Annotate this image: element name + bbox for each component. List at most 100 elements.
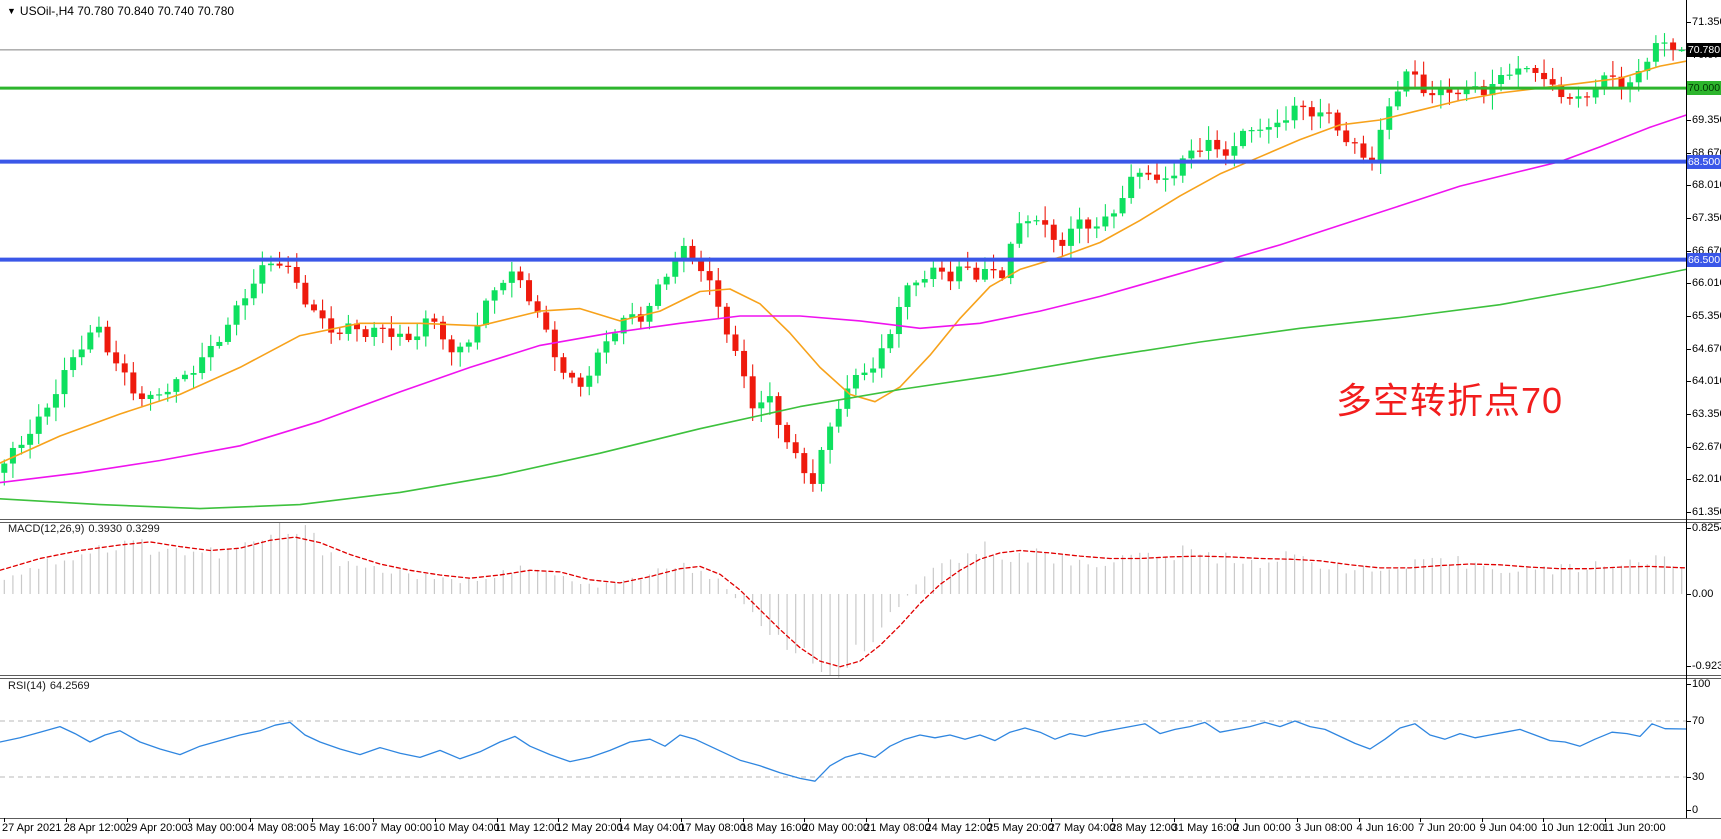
time-tick-21-May-08-00[interactable]: 21 May 08:00 <box>863 822 931 834</box>
candle-up <box>835 408 842 427</box>
price-tick-63.350[interactable]: 63.350 <box>1692 407 1721 420</box>
time-tick-11-May-12-00[interactable]: 11 May 12:00 <box>494 822 561 834</box>
time-tick-3-Jun-08-00[interactable]: 3 Jun 08:00 <box>1294 822 1353 834</box>
candle-up <box>44 407 51 417</box>
time-tick-mark <box>127 818 129 822</box>
time-tick-3-May-00-00[interactable]: 3 May 00:00 <box>186 822 248 834</box>
candle-up <box>1601 75 1608 89</box>
candle-down <box>1566 97 1573 99</box>
price-tick-68.010[interactable]: 68.010 <box>1692 179 1721 192</box>
candle-down <box>990 268 997 271</box>
price-tick-64.010[interactable]: 64.010 <box>1692 375 1721 388</box>
candle-up <box>181 374 188 380</box>
candle-up <box>483 300 490 325</box>
candle-up <box>827 426 834 450</box>
candle-down <box>964 266 971 268</box>
candle-down <box>1412 71 1419 75</box>
macd-value-main: 0.3930 <box>88 523 123 535</box>
macd-tick-0.00[interactable]: 0.00 <box>1692 587 1714 600</box>
candle-down <box>302 282 309 305</box>
price-tick-65.350[interactable]: 65.350 <box>1692 309 1721 322</box>
macd-tick-0.8254[interactable]: 0.8254 <box>1692 522 1721 535</box>
candle-up <box>1188 150 1195 159</box>
time-tick-29-Apr-20-00[interactable]: 29 Apr 20:00 <box>125 822 188 834</box>
symbol-dropdown-icon[interactable]: ▼ <box>7 6 16 16</box>
candle-down <box>1584 96 1591 98</box>
price-tick-69.350[interactable]: 69.350 <box>1692 113 1721 126</box>
candle-down <box>293 267 300 283</box>
time-tick-27-Apr-2021[interactable]: 27 Apr 2021 <box>2 822 62 834</box>
time-tick-mark <box>1358 818 1360 822</box>
candle-up <box>1136 172 1143 177</box>
price-tick-62.010[interactable]: 62.010 <box>1692 473 1721 486</box>
rsi-line <box>0 720 1687 782</box>
rsi-top-border <box>0 677 1721 679</box>
candle-up <box>818 449 825 484</box>
rsi-tick-70[interactable]: 70 <box>1692 714 1705 727</box>
candle-down <box>784 424 791 443</box>
candle-down <box>792 442 799 454</box>
candle-down <box>938 267 945 272</box>
price-axis-line[interactable] <box>1686 0 1687 818</box>
candle-up <box>35 416 42 434</box>
price-tick-62.670[interactable]: 62.670 <box>1692 440 1721 453</box>
candle-up <box>1437 88 1444 96</box>
candle-down <box>732 334 739 351</box>
candle-up <box>1102 216 1109 227</box>
time-tick-9-Jun-04-00[interactable]: 9 Jun 04:00 <box>1479 822 1538 834</box>
candle-down <box>698 258 705 272</box>
time-tick-10-Jun-12-00[interactable]: 10 Jun 12:00 <box>1541 822 1605 834</box>
candle-up <box>1248 130 1255 132</box>
time-tick-7-Jun-20-00[interactable]: 7 Jun 20:00 <box>1418 822 1476 834</box>
candle-up <box>1 463 8 473</box>
time-tick-28-Apr-12-00[interactable]: 28 Apr 12:00 <box>63 822 126 834</box>
macd-tick--0.9234[interactable]: -0.9234 <box>1692 660 1721 673</box>
macd-signal-line <box>0 536 1687 668</box>
candle-up <box>1515 68 1522 75</box>
macd-tick-mark <box>1686 528 1691 530</box>
candle-up <box>1291 105 1298 121</box>
rsi-tick-0[interactable]: 0 <box>1692 803 1699 816</box>
time-tick-4-Jun-16-00[interactable]: 4 Jun 16:00 <box>1356 822 1415 834</box>
time-tick-17-May-08-00[interactable]: 17 May 08:00 <box>679 822 746 834</box>
rsi-tick-100[interactable]: 100 <box>1692 677 1711 690</box>
time-tick-12-May-20-00[interactable]: 12 May 20:00 <box>556 822 623 834</box>
candle-up <box>1592 88 1599 98</box>
rsi-tick-30[interactable]: 30 <box>1692 770 1705 783</box>
chart-text-annotation[interactable]: 多空转折点70 <box>1336 380 1564 421</box>
time-tick-11-Jun-20-00[interactable]: 11 Jun 20:00 <box>1602 822 1666 834</box>
candle-up <box>1498 75 1505 85</box>
price-tick-66.010[interactable]: 66.010 <box>1692 277 1721 290</box>
time-tick-20-May-00-00[interactable]: 20 May 00:00 <box>802 822 870 834</box>
time-tick-31-May-16-00[interactable]: 31 May 16:00 <box>1171 822 1239 834</box>
candle-down <box>1300 105 1307 108</box>
candle-down <box>1351 142 1358 144</box>
price-tick-mark <box>1686 381 1691 383</box>
time-tick-14-May-04-00[interactable]: 14 May 04:00 <box>617 822 685 834</box>
price-tick-71.350[interactable]: 71.350 <box>1692 15 1721 28</box>
time-tick-24-May-12-00[interactable]: 24 May 12:00 <box>925 822 993 834</box>
time-tick-25-May-20-00[interactable]: 25 May 20:00 <box>987 822 1054 834</box>
time-tick-28-May-12-00[interactable]: 28 May 12:00 <box>1110 822 1177 834</box>
time-tick-5-May-16-00[interactable]: 5 May 16:00 <box>309 822 371 834</box>
time-tick-mark <box>1604 818 1606 822</box>
time-tick-10-May-04-00[interactable]: 10 May 04:00 <box>432 822 500 834</box>
candle-up <box>371 327 378 337</box>
time-tick-18-May-16-00[interactable]: 18 May 16:00 <box>740 822 808 834</box>
time-tick-27-May-04-00[interactable]: 27 May 04:00 <box>1048 822 1116 834</box>
candle-up <box>1033 220 1040 222</box>
candle-up <box>1523 67 1530 70</box>
price-tick-61.350[interactable]: 61.350 <box>1692 505 1721 518</box>
candle-up <box>250 283 257 299</box>
candle-up <box>267 263 274 266</box>
time-tick-mark <box>250 818 252 822</box>
price-tick-67.350[interactable]: 67.350 <box>1692 211 1721 224</box>
candle-up <box>207 345 214 358</box>
time-tick-mark <box>496 818 498 822</box>
time-tick-2-Jun-00-00[interactable]: 2 Jun 00:00 <box>1233 822 1291 834</box>
price-tick-mark <box>1686 283 1691 285</box>
time-tick-7-May-00-00[interactable]: 7 May 00:00 <box>371 822 432 834</box>
price-tick-64.670[interactable]: 64.670 <box>1692 342 1721 355</box>
time-tick-4-May-08-00[interactable]: 4 May 08:00 <box>248 822 309 834</box>
